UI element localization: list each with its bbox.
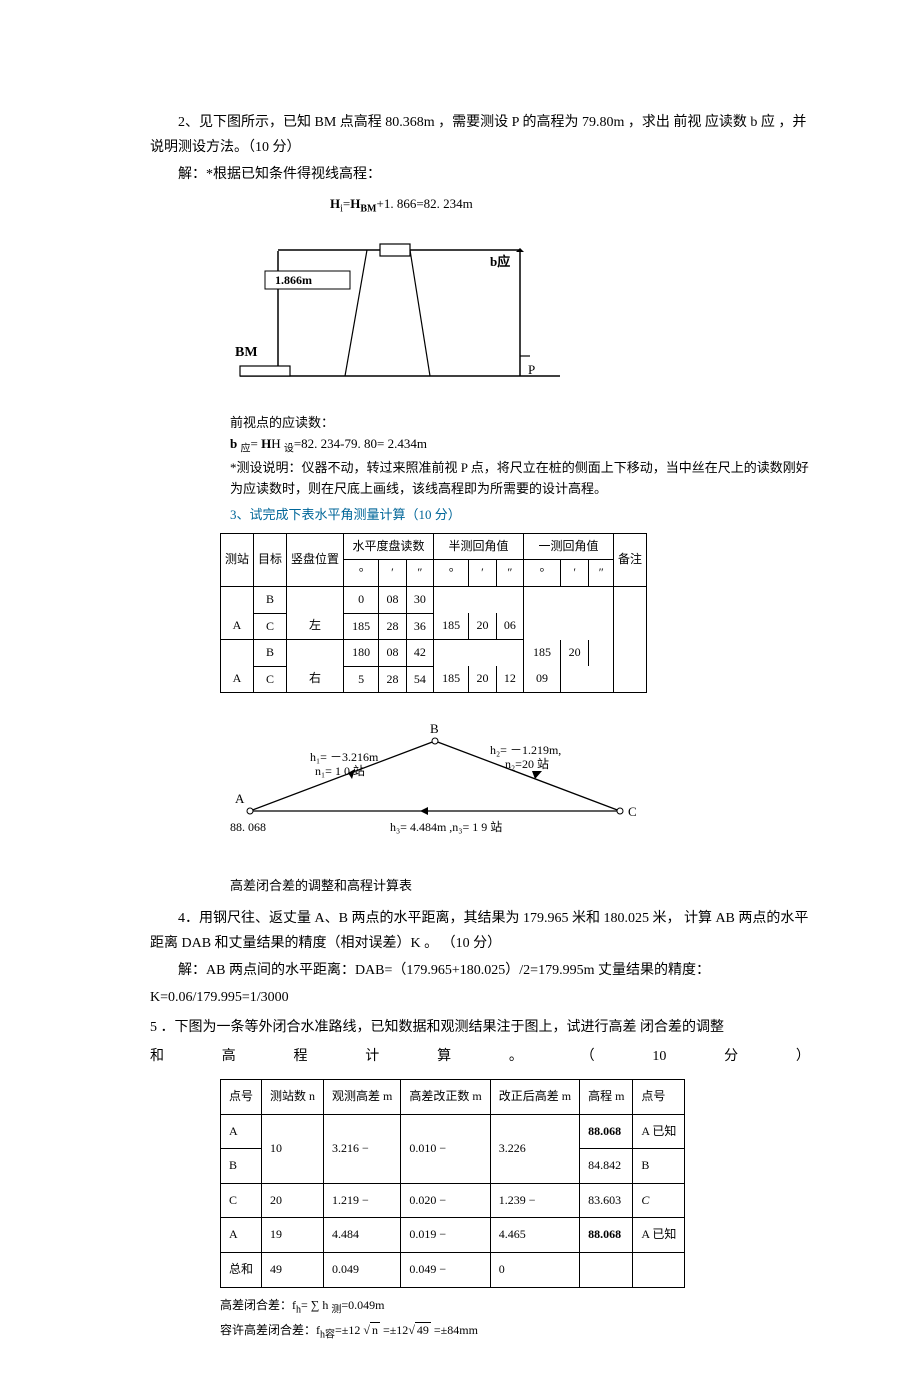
elev-row-sum: 总和 49 0.049 0.049 − 0 xyxy=(221,1252,685,1287)
elev-row: C 20 1.219 − 0.020 − 1.239 − 83.603 C xyxy=(221,1183,685,1218)
th-remark: 备注 xyxy=(614,533,647,586)
th-station: 测站 xyxy=(221,533,254,586)
angle-row: B 00830 xyxy=(221,586,647,613)
q2-formula1: Hi=HBM+1. 866=82. 234m xyxy=(150,192,810,219)
elevation-table: 点号 测站数 n 观测高差 m 高差改正数 m 改正后高差 m 高程 m 点号 … xyxy=(220,1079,685,1288)
svg-text:n₂=20 站: n₂=20 站 xyxy=(505,757,549,771)
traverse-diagram: B A C h₁= －3.216m n₁= 1 0 站 h₂= －1.219m,… xyxy=(220,711,810,870)
angle-row: AC左 1852836 1852006 xyxy=(221,613,647,640)
th-obsh: 观测高差 m xyxy=(324,1079,401,1114)
svg-text:B: B xyxy=(430,721,439,736)
q5-text: 5 ．下图为一条等外闭合水准路线，已知数据和观测结果注于图上，试进行高差 闭合差… xyxy=(150,1015,810,1040)
th-full: 一测回角值 xyxy=(524,533,614,560)
th-target: 目标 xyxy=(254,533,287,586)
closure-2: 容许高差闭合差：fh容=±12 √n =±12√49 =±84mm xyxy=(220,1319,810,1344)
q4-sol1: 解：AB 两点间的水平距离：DAB=（179.965+180.025）/2=17… xyxy=(150,958,810,983)
q2-formula2: b 应= HH 设=82. 234-79. 80= 2.434m xyxy=(230,434,810,458)
svg-text:1.866m: 1.866m xyxy=(275,273,312,287)
leveling-diagram: 1.866m b应 BM P xyxy=(230,226,810,405)
svg-text:h₁= －3.216m: h₁= －3.216m xyxy=(310,750,379,764)
q5-spread: 和高程计算。（10分） xyxy=(150,1044,810,1069)
svg-text:88. 068: 88. 068 xyxy=(230,820,266,834)
svg-text:A: A xyxy=(235,791,245,806)
angle-table: 测站 目标 竖盘位置 水平度盘读数 半测回角值 一测回角值 备注 °′″ °′″… xyxy=(220,533,647,694)
th-position: 竖盘位置 xyxy=(287,533,344,586)
th-elev: 高程 m xyxy=(580,1079,633,1114)
angle-row: AC右 52854 1852012 09 xyxy=(221,666,647,693)
q2-method-text: *测设说明：仪器不动，转过来照准前视 P 点，将尺立在桩的侧面上下移动，当中丝在… xyxy=(230,458,810,500)
th-pt: 点号 xyxy=(221,1079,262,1114)
th-corr: 高差改正数 m xyxy=(401,1079,490,1114)
svg-text:BM: BM xyxy=(235,345,258,360)
closure-formulas: 高差闭合差：fh= ∑ h 测=0.049m 容许高差闭合差：fh容=±12 √… xyxy=(220,1294,810,1345)
svg-text:h₃= 4.484m ,n₃= 1 9 站: h₃= 4.484m ,n₃= 1 9 站 xyxy=(390,820,502,834)
closure-1: 高差闭合差：fh= ∑ h 测=0.049m xyxy=(220,1294,810,1319)
elev-table-caption: 高差闭合差的调整和高程计算表 xyxy=(230,874,810,897)
q4-sol2: K=0.06/179.995=1/3000 xyxy=(150,985,810,1010)
foresight-reading-label: 前视点的应读数： xyxy=(230,413,810,434)
q2-solution-intro: 解：*根据已知条件得视线高程： xyxy=(150,162,810,187)
th-half: 半测回角值 xyxy=(434,533,524,560)
angle-row: B 1800842 18520 xyxy=(221,640,647,667)
svg-text:h₂= －1.219m,: h₂= －1.219m, xyxy=(490,743,561,757)
th-n: 测站数 n xyxy=(262,1079,324,1114)
q4-text: 4．用钢尺往、返丈量 A、B 两点的水平距离，其结果为 179.965 米和 1… xyxy=(150,906,810,956)
th-horiz: 水平度盘读数 xyxy=(344,533,434,560)
svg-text:b应: b应 xyxy=(490,254,510,269)
svg-text:n₁= 1 0 站: n₁= 1 0 站 xyxy=(315,764,365,778)
th-pt2: 点号 xyxy=(633,1079,685,1114)
elev-row: A 10 3.216 − 0.010 − 3.226 88.068 A 已知 xyxy=(221,1114,685,1149)
th-adjh: 改正后高差 m xyxy=(490,1079,579,1114)
q2-text: 2、见下图所示，已知 BM 点高程 80.368m ，需要测设 P 的高程为 7… xyxy=(150,110,810,160)
q2-method: 前视点的应读数： b 应= HH 设=82. 234-79. 80= 2.434… xyxy=(230,413,810,499)
q3-title: 3、试完成下表水平角测量计算（10 分） xyxy=(230,503,810,526)
elev-row: A 19 4.484 0.019 − 4.465 88.068 A 已知 xyxy=(221,1218,685,1253)
svg-text:C: C xyxy=(628,804,637,819)
svg-text:P: P xyxy=(528,362,535,377)
